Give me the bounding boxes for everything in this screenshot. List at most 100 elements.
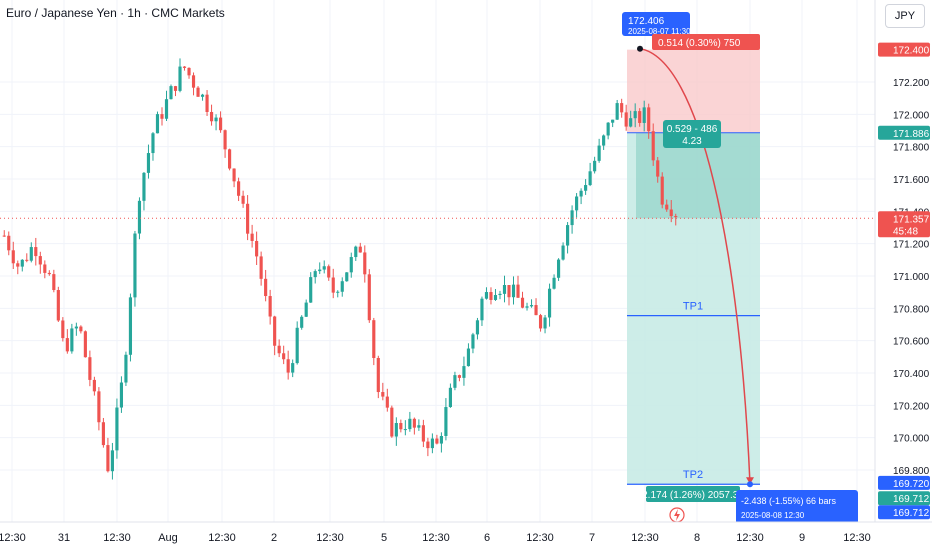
candle xyxy=(471,332,475,354)
end-value: -2.438 (-1.55%) 66 bars xyxy=(741,496,837,506)
candle-body xyxy=(624,112,628,127)
candle xyxy=(106,437,110,473)
candle xyxy=(620,98,624,118)
candle xyxy=(412,417,416,435)
target-annotation[interactable]: 2.174 (1.26%) 2057.39 xyxy=(642,486,744,502)
candle-body xyxy=(602,135,606,146)
candle xyxy=(665,199,669,212)
candle-body xyxy=(363,252,367,275)
candle xyxy=(674,213,678,226)
price-label[interactable]: 171.886 xyxy=(878,125,930,140)
candle xyxy=(638,108,642,127)
candle xyxy=(277,339,281,358)
candle xyxy=(358,242,362,253)
candle-body xyxy=(20,259,24,267)
candle-body xyxy=(656,160,660,177)
candle-body xyxy=(16,263,20,267)
candle xyxy=(430,433,434,454)
candle-body xyxy=(448,387,452,408)
candle-body xyxy=(79,326,83,332)
candle xyxy=(250,224,254,248)
candle-body xyxy=(651,131,655,161)
candle xyxy=(520,291,525,309)
candle xyxy=(92,376,96,396)
candle-body xyxy=(209,111,214,122)
candle-body xyxy=(52,274,56,291)
price-label[interactable]: 172.400 xyxy=(878,42,930,57)
tp2-label: TP2 xyxy=(683,469,703,481)
anchor-point[interactable] xyxy=(747,481,753,488)
candle-body xyxy=(300,316,304,328)
candle xyxy=(331,268,335,299)
candle-body xyxy=(606,122,610,136)
candle xyxy=(498,290,502,300)
time-axis[interactable]: 12:30 31 12:30 Aug 12:30 2 12:30 5 12:30 6 12:30 7 1… xyxy=(0,521,932,550)
candle xyxy=(579,188,583,205)
candle xyxy=(575,193,579,218)
candle-body xyxy=(200,94,205,97)
candle-body xyxy=(160,114,164,119)
candle-body xyxy=(250,233,254,241)
candle-body xyxy=(665,204,669,210)
price-label[interactable]: 169.712 xyxy=(878,505,930,520)
time-tick-label: 31 xyxy=(58,532,70,544)
candle xyxy=(182,66,187,71)
stop-annotation[interactable]: 0.514 (0.30%) 750 xyxy=(652,34,760,50)
entry-label-secondary: 4.23 xyxy=(682,136,702,147)
candle-body xyxy=(223,130,227,150)
price-axis[interactable]: 172.200172.000171.800171.600171.400171.2… xyxy=(874,0,932,550)
candle xyxy=(552,274,556,290)
price-tick-label: 171.600 xyxy=(893,175,930,186)
anchor-point[interactable] xyxy=(637,45,643,52)
candle-body xyxy=(462,366,466,378)
candle-body xyxy=(97,391,101,423)
candle-body xyxy=(331,277,335,293)
price-label-text: 172.400 xyxy=(893,46,930,57)
candle-body xyxy=(615,103,619,120)
candle-body xyxy=(282,353,286,360)
time-tick-label: 12:30 xyxy=(0,532,26,544)
projection-arrow[interactable] xyxy=(639,47,751,485)
candle-body xyxy=(430,438,434,449)
candle-body xyxy=(439,435,443,444)
candle xyxy=(538,313,543,332)
candle-body xyxy=(399,423,403,430)
price-label-box xyxy=(878,211,930,238)
price-label[interactable]: 169.720 xyxy=(878,475,930,490)
end-annotation[interactable]: -2.438 (-1.55%) 66 bars 2025-08-08 12:30 xyxy=(736,490,858,524)
candle xyxy=(119,376,124,413)
candle-body xyxy=(25,259,29,261)
candle-body xyxy=(340,281,344,292)
end-date: 2025-08-08 12:30 xyxy=(741,511,805,520)
price-label[interactable]: 169.712 xyxy=(878,491,930,506)
candle-body xyxy=(228,149,232,169)
candle xyxy=(124,351,128,386)
candle-body xyxy=(349,257,353,273)
candle xyxy=(164,90,169,121)
candle-body xyxy=(187,67,191,76)
flash-icon[interactable] xyxy=(669,507,685,523)
price-label-box xyxy=(878,491,930,506)
candle-body xyxy=(115,407,119,451)
candle-body xyxy=(660,176,664,205)
candle xyxy=(282,345,286,365)
currency-button[interactable]: JPY xyxy=(885,4,925,28)
candle xyxy=(70,323,74,354)
candle-body xyxy=(566,225,570,246)
candle xyxy=(246,195,250,241)
end-annotation-box xyxy=(736,490,858,524)
candle xyxy=(191,72,196,96)
entry-label-box xyxy=(663,120,721,148)
candle xyxy=(597,138,601,163)
candle-body xyxy=(74,326,78,329)
candle-body xyxy=(277,345,281,354)
price-tick-label: 171.800 xyxy=(893,143,930,154)
candle-body xyxy=(394,423,398,437)
candle xyxy=(273,315,277,356)
candle xyxy=(480,296,484,326)
